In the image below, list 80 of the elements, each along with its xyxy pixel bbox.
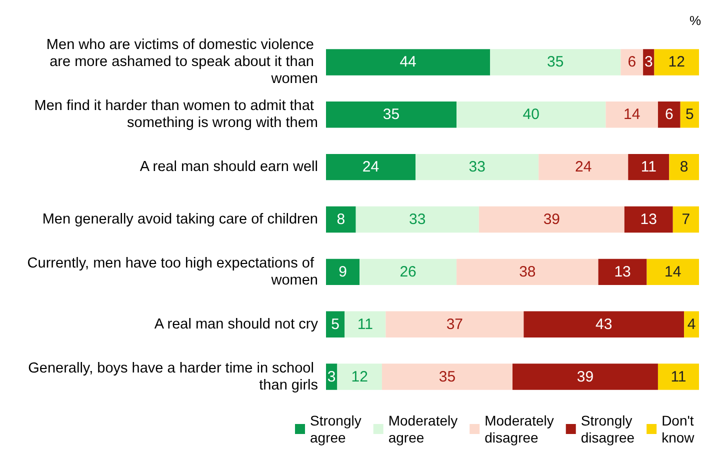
data-label: 12 [668, 54, 685, 71]
legend-label: Strongly disagree [580, 412, 635, 446]
bar [669, 154, 699, 180]
data-label: 3 [644, 54, 653, 71]
bar [326, 258, 360, 286]
bar [478, 206, 624, 233]
data-label: 35 [547, 54, 564, 71]
bar [326, 206, 356, 233]
data-label: 24 [575, 158, 592, 176]
data-label: 11 [357, 316, 373, 333]
data-label: 44 [400, 54, 416, 71]
y-tick-label: Currently, men have too high expectations of women [27, 255, 318, 288]
data-label: 8 [336, 211, 346, 228]
data-label: 24 [362, 158, 380, 176]
data-label: 7 [682, 211, 690, 228]
bar [456, 102, 606, 128]
data-label: 39 [576, 368, 594, 386]
bar [326, 102, 457, 128]
data-label: 33 [409, 211, 426, 228]
data-label: 5 [331, 316, 340, 333]
y-tick-label: Men generally avoid taking care of children [42, 212, 318, 228]
data-label: 9 [338, 263, 347, 280]
bar [416, 154, 539, 180]
data-label: 11 [670, 368, 686, 386]
data-label: 6 [628, 54, 636, 71]
bar [382, 364, 512, 390]
bar [337, 364, 382, 390]
data-label: 26 [400, 263, 416, 280]
bar [512, 364, 658, 390]
legend-label: Strongly agree [310, 412, 362, 446]
data-label: 14 [624, 106, 640, 124]
data-label: 4 [687, 316, 696, 333]
data-label: 8 [680, 158, 688, 176]
data-label: 11 [640, 158, 656, 176]
bar [684, 311, 699, 338]
legend-label: Moderately disagree [484, 412, 554, 446]
data-label: 12 [351, 368, 368, 386]
bar [326, 154, 416, 180]
bar [326, 49, 490, 76]
bar [598, 258, 647, 286]
data-label: 5 [686, 106, 694, 124]
y-tick-label: Men who are victims of domestic violence are more ashamed to speak about it than women [46, 37, 318, 88]
bar [654, 49, 699, 76]
y-tick-label: Generally, boys have a harder time in school than girls [28, 360, 318, 394]
bar [658, 364, 699, 390]
legend-label: Moderately agree [388, 412, 458, 446]
data-label: 43 [596, 316, 612, 333]
bar [356, 206, 479, 233]
bar [620, 49, 644, 76]
legend-label: Don't know [662, 412, 696, 446]
y-tick-label: A real man should not cry [154, 316, 319, 332]
text: % [689, 13, 702, 28]
bar [680, 102, 699, 128]
data-label: 35 [438, 368, 456, 386]
data-label: 14 [664, 263, 682, 280]
data-label: 35 [382, 106, 400, 124]
data-label: 3 [327, 368, 336, 386]
bar [628, 154, 670, 180]
bar [606, 102, 658, 128]
bar [658, 102, 680, 128]
bar [538, 154, 628, 180]
data-label: 33 [468, 158, 486, 176]
data-label: 39 [543, 211, 560, 228]
data-label: 13 [614, 263, 631, 280]
data-label: 38 [519, 263, 536, 280]
bar [646, 258, 699, 286]
y-tick-label: A real man should earn well [140, 159, 318, 176]
bar [360, 258, 457, 286]
data-label: 37 [446, 316, 464, 333]
data-label: 13 [640, 211, 657, 228]
bar [672, 206, 699, 233]
data-label: 6 [664, 106, 674, 124]
data-label: 40 [522, 106, 540, 124]
bar [344, 311, 386, 338]
bar [386, 311, 524, 338]
bar [524, 311, 684, 338]
y-tick-label: Men find it harder than women to admit that something is wrong with them [34, 98, 318, 132]
bar [456, 258, 598, 286]
bar [490, 49, 621, 76]
bar [624, 206, 673, 233]
